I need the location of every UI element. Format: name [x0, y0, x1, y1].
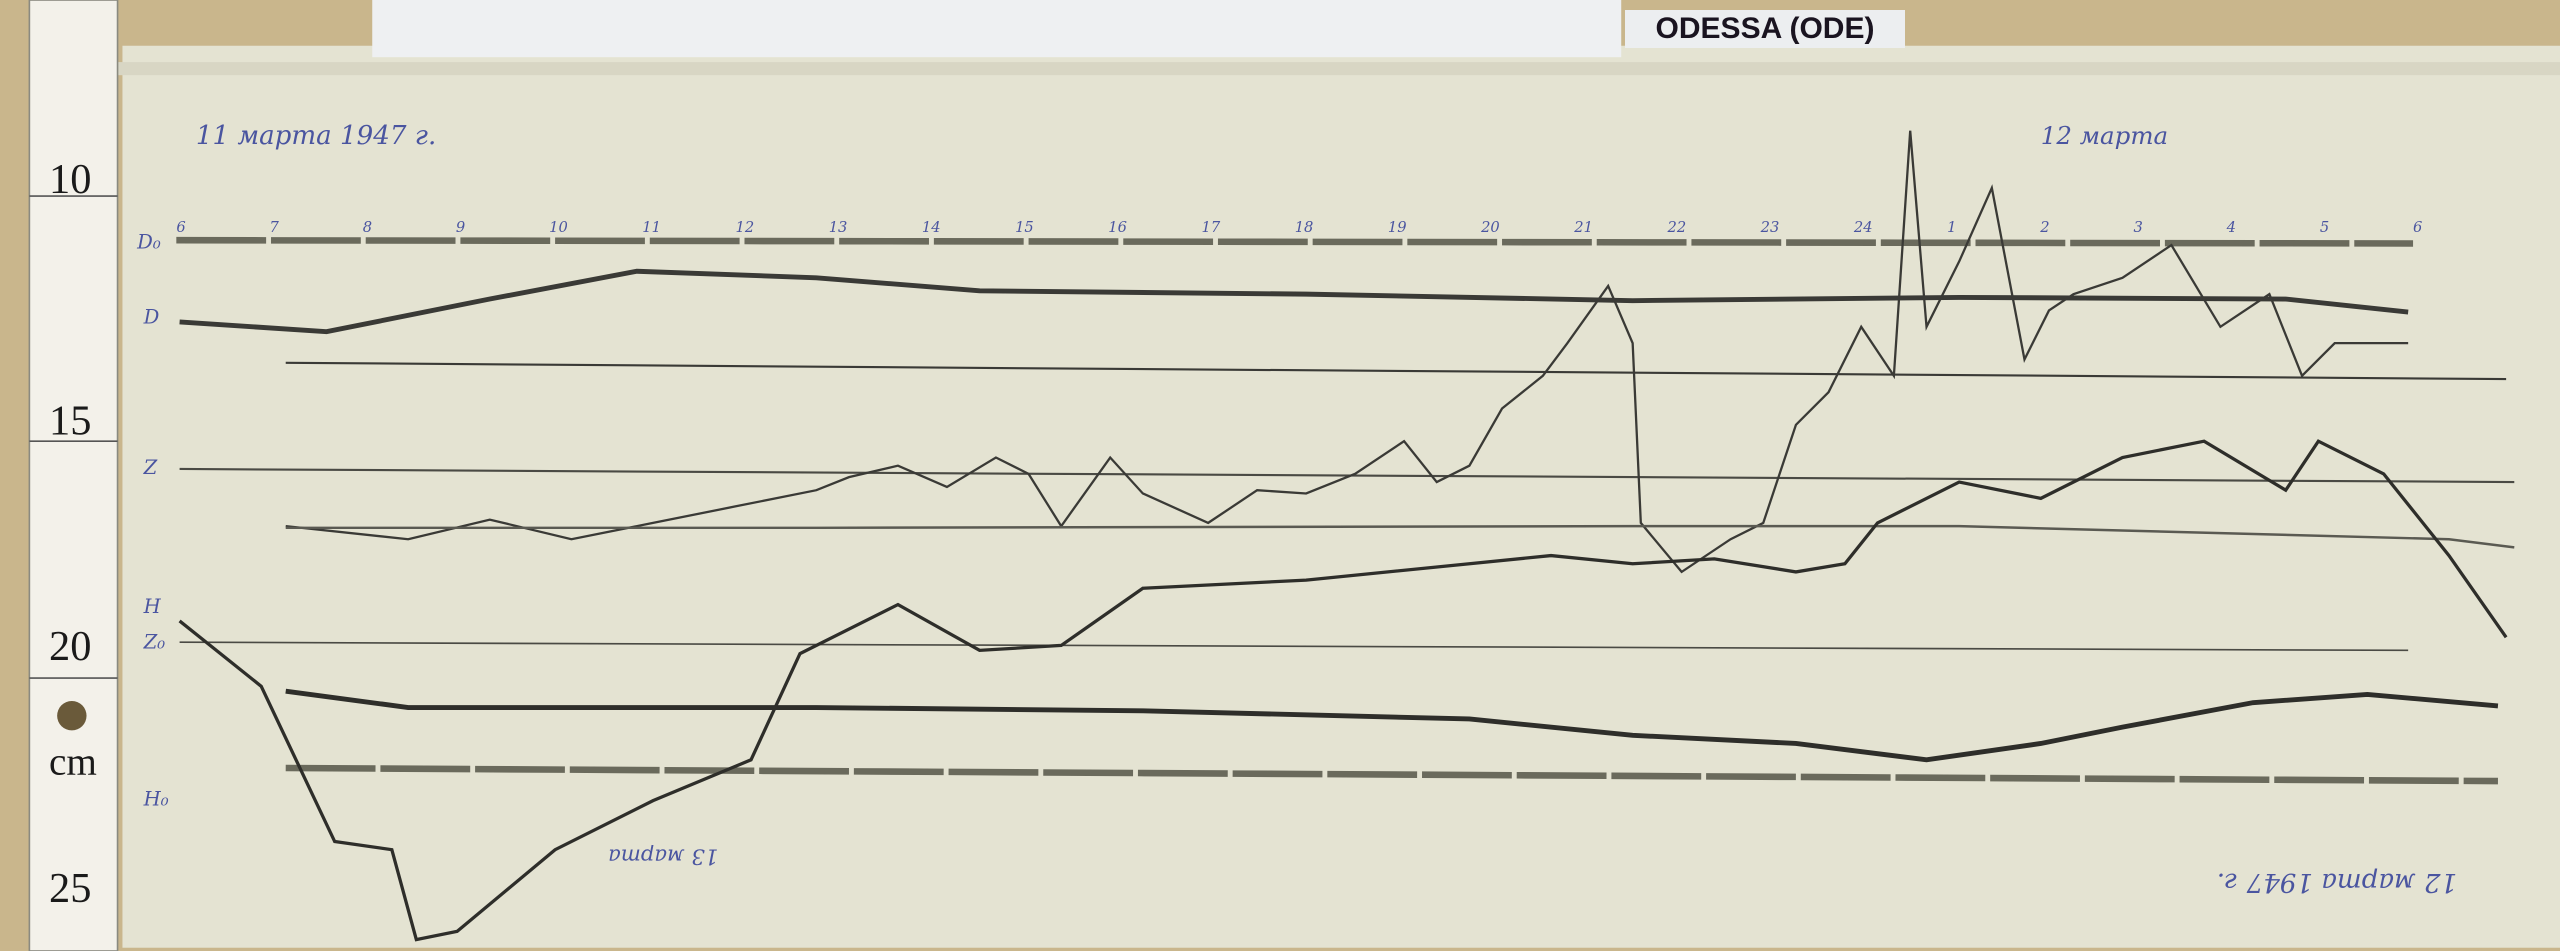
hour-label: 11 — [642, 219, 661, 236]
hour-label: 9 — [456, 219, 465, 236]
mirrored-day-note: 13 марта — [608, 844, 718, 869]
z-base-label: Z₀ — [143, 631, 166, 654]
hour-label: 19 — [1388, 219, 1407, 236]
hour-label: 18 — [1295, 219, 1314, 236]
ruler-mark-25: 25 — [49, 865, 91, 912]
z-trace-lower — [285, 524, 2515, 549]
h-label: H — [143, 595, 162, 618]
next-day-note: 12 марта — [2041, 121, 2168, 150]
hour-label: 16 — [1108, 219, 1127, 236]
hour-label: 6 — [2413, 219, 2422, 236]
ruler-mark-10: 10 — [49, 156, 91, 203]
hour-label: 1 — [1947, 219, 1956, 236]
h-baseline — [285, 764, 2498, 785]
z-baseline — [179, 641, 2409, 652]
hour-label: 2 — [2039, 219, 2049, 236]
d-label: D — [143, 306, 160, 329]
station-label: ODESSA (ODE) — [1625, 10, 1905, 48]
hour-label: 17 — [1201, 219, 1220, 236]
h-trace — [178, 439, 2508, 942]
hour-label: 14 — [922, 219, 941, 236]
hour-label: 10 — [549, 219, 568, 236]
ruler: 10 15 20 cm 25 — [28, 0, 119, 951]
hour-labels: 6 7 8 9 10 11 12 13 14 15 16 17 18 19 20 21 22 23 24 1 2 3 4 5 6 — [176, 219, 2422, 236]
hour-label: 5 — [2320, 219, 2329, 236]
hour-label: 3 — [2133, 219, 2142, 236]
z-label: Z — [143, 456, 158, 479]
thin-baseline-1 — [285, 361, 2507, 381]
hour-label: 8 — [363, 219, 372, 236]
hour-label: 13 — [829, 219, 848, 236]
thin-baseline-2 — [179, 467, 2515, 484]
pin-icon — [57, 700, 87, 731]
hour-label: 12 — [736, 219, 755, 236]
hour-label: 23 — [1760, 219, 1780, 236]
hour-label: 6 — [176, 219, 185, 236]
hour-label: 21 — [1573, 219, 1593, 236]
mirrored-date-note: 12 марта 1947 г. — [2217, 867, 2457, 897]
top-paper-strip — [372, 0, 1622, 58]
d-baseline — [176, 236, 2414, 247]
ruler-mark-15: 15 — [49, 398, 91, 445]
hour-label: 7 — [270, 219, 280, 236]
ruler-unit: cm — [49, 741, 97, 784]
hour-label: 15 — [1015, 219, 1034, 236]
start-date-note: 11 марта 1947 г. — [196, 121, 436, 151]
hour-label: 20 — [1480, 219, 1500, 236]
bottom-trace — [285, 688, 2499, 763]
ruler-mark-20: 20 — [49, 623, 91, 670]
d-base-label: D₀ — [136, 230, 161, 253]
hour-label: 22 — [1666, 219, 1686, 236]
h-base-label: H₀ — [143, 788, 169, 811]
magnetogram-paper — [122, 45, 2560, 948]
z-trace-noisy — [285, 130, 2409, 574]
hour-label: 4 — [2226, 219, 2236, 236]
hour-label: 24 — [1853, 219, 1873, 236]
